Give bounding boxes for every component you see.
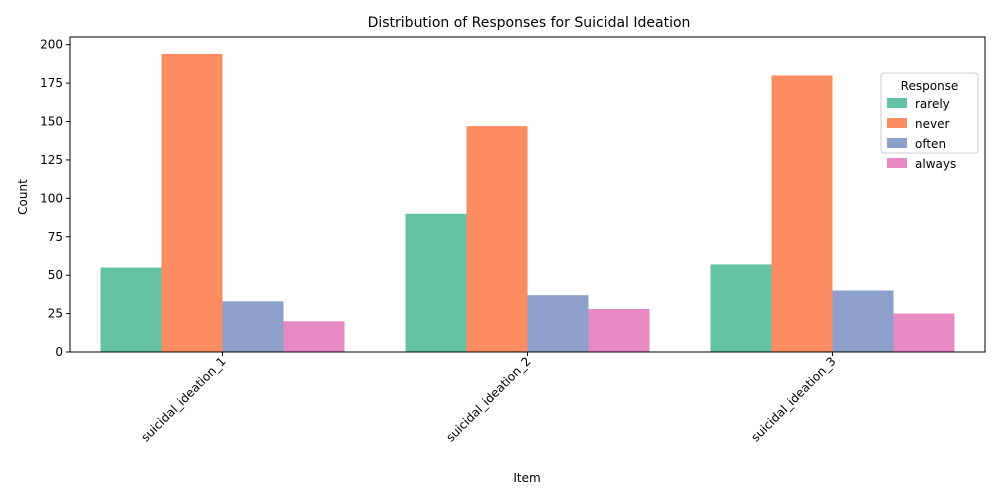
plot-area: 0 25 50 75 100 125 150 175 200 suicidal_ideation_… — [40, 36, 986, 445]
legend-title: Response — [901, 79, 959, 93]
legend-swatch-always — [887, 158, 907, 168]
y-tick-label: 25 — [48, 307, 63, 321]
bar-never-2 — [466, 126, 528, 353]
y-tick-label: 125 — [40, 153, 63, 167]
legend-label-never: never — [915, 117, 949, 131]
legend-box — [880, 72, 979, 154]
legend-label-often: often — [915, 137, 946, 151]
y-tick-label: 150 — [40, 115, 63, 129]
y-tick-label: 75 — [48, 230, 63, 244]
bar-rarely-1 — [100, 267, 162, 352]
bar-rarely-2 — [405, 213, 467, 352]
legend-swatch-rarely — [887, 98, 907, 108]
legend-label-always: always — [915, 157, 956, 171]
y-tick-label: 100 — [40, 191, 63, 205]
plot-frame — [69, 36, 986, 353]
legend: Response rarely never often always — [880, 72, 979, 171]
legend-swatch-never — [887, 118, 907, 128]
x-tick-label: suicidal_ideation_2 — [443, 354, 533, 444]
y-axis-label: Count — [16, 179, 30, 215]
bar-often-1 — [222, 301, 284, 352]
bar-always-3 — [893, 313, 955, 352]
x-tick-label: suicidal_ideation_3 — [748, 354, 838, 444]
y-tick-label: 200 — [40, 38, 63, 52]
bar-often-2 — [527, 295, 589, 352]
chart-title: Distribution of Responses for Suicidal I… — [368, 15, 691, 31]
bar-never-3 — [771, 75, 833, 352]
x-tick-label: suicidal_ideation_1 — [138, 354, 228, 444]
bar-always-2 — [588, 308, 650, 352]
bar-rarely-3 — [710, 264, 772, 352]
x-axis-label: Item — [513, 471, 540, 485]
legend-label-rarely: rarely — [915, 97, 950, 111]
y-tick-label: 50 — [48, 268, 63, 282]
y-tick-label: 0 — [55, 345, 63, 359]
bar-always-1 — [283, 321, 345, 352]
legend-swatch-often — [887, 138, 907, 148]
bar-never-1 — [161, 53, 223, 353]
bar-often-3 — [832, 290, 894, 352]
y-tick-label: 175 — [40, 76, 63, 90]
